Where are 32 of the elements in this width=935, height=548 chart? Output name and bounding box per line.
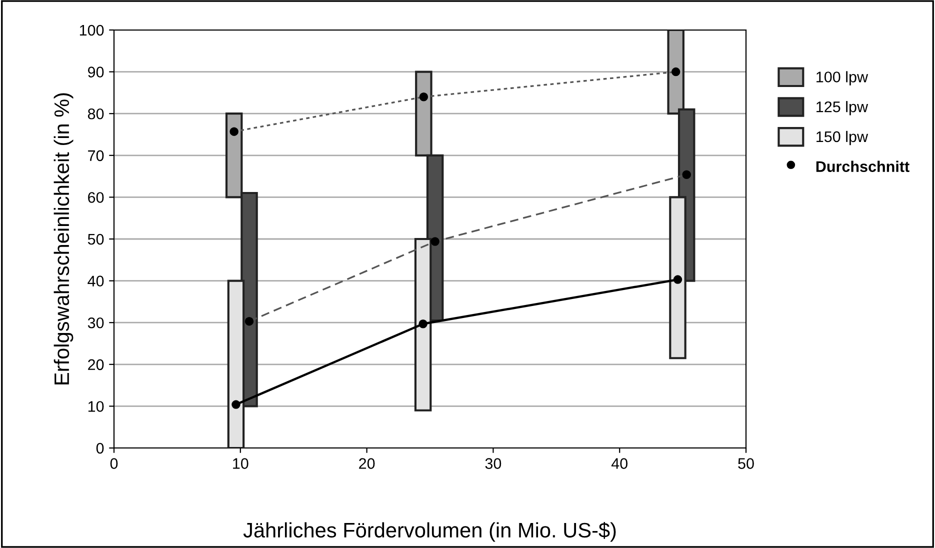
legend-label: 150 lpw bbox=[816, 130, 868, 146]
y-tick-label: 20 bbox=[88, 359, 104, 370]
y-tick-label: 40 bbox=[88, 276, 104, 286]
x-tick-label: 40 bbox=[611, 458, 628, 469]
y-tick-label: 60 bbox=[88, 192, 104, 203]
legend-label: Durchschnitt bbox=[816, 160, 910, 172]
point bbox=[671, 67, 680, 76]
legend-label: 100 lpw bbox=[816, 71, 868, 86]
y-tick-label: 30 bbox=[88, 317, 104, 328]
y-axis-title: Erfolgswahrscheinlichkeit (in %) bbox=[54, 93, 74, 384]
y-tick-label: 70 bbox=[88, 150, 104, 162]
y-tick-label: 0 bbox=[96, 442, 104, 454]
point bbox=[430, 237, 440, 246]
point bbox=[418, 319, 428, 328]
legend-label: 125 lpw bbox=[816, 101, 868, 116]
y-tick-label: 90 bbox=[88, 66, 104, 78]
y-tick-label: 80 bbox=[88, 108, 104, 120]
point bbox=[682, 170, 691, 179]
x-tick-label: 50 bbox=[738, 458, 754, 469]
y-tick-label: 10 bbox=[88, 401, 104, 412]
point bbox=[673, 275, 682, 284]
y-tick-label: 50 bbox=[88, 234, 104, 245]
point bbox=[232, 400, 240, 409]
x-tick-label: 30 bbox=[485, 458, 502, 469]
point bbox=[419, 92, 428, 102]
point bbox=[230, 127, 238, 136]
x-tick-label: 10 bbox=[233, 458, 248, 469]
x-tick-label: 0 bbox=[110, 458, 118, 469]
x-tick-label: 20 bbox=[359, 458, 375, 469]
y-tick-label: 100 bbox=[80, 24, 104, 36]
point bbox=[244, 316, 254, 326]
x-axis-title: Jährliches Fördervolumen (in Mio. US-$) bbox=[243, 522, 616, 542]
